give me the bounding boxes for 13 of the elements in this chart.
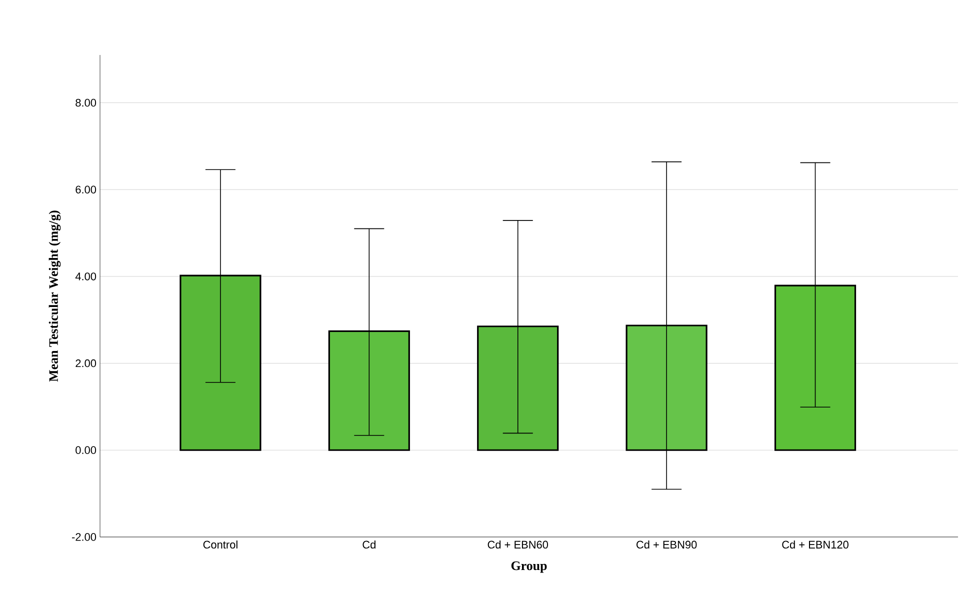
x-tick-label: Control	[203, 540, 238, 549]
x-tick-label: Cd + EBN60	[488, 540, 548, 549]
y-tick-label: 2.00	[76, 359, 96, 368]
y-tick-label: -2.00	[72, 533, 96, 541]
x-tick-label: Cd	[362, 540, 376, 549]
y-tick-label: 8.00	[76, 98, 96, 107]
y-axis-title: Mean Testicular Weight (mg/g)	[48, 210, 61, 382]
x-tick-label: Cd + EBN90	[636, 540, 697, 549]
x-tick-label: Cd + EBN120	[782, 540, 848, 549]
y-tick-label: 0.00	[76, 446, 96, 454]
x-axis-title: Group	[511, 561, 547, 573]
y-tick-label: 4.00	[75, 272, 96, 280]
y-tick-label: 6.00	[76, 186, 96, 194]
